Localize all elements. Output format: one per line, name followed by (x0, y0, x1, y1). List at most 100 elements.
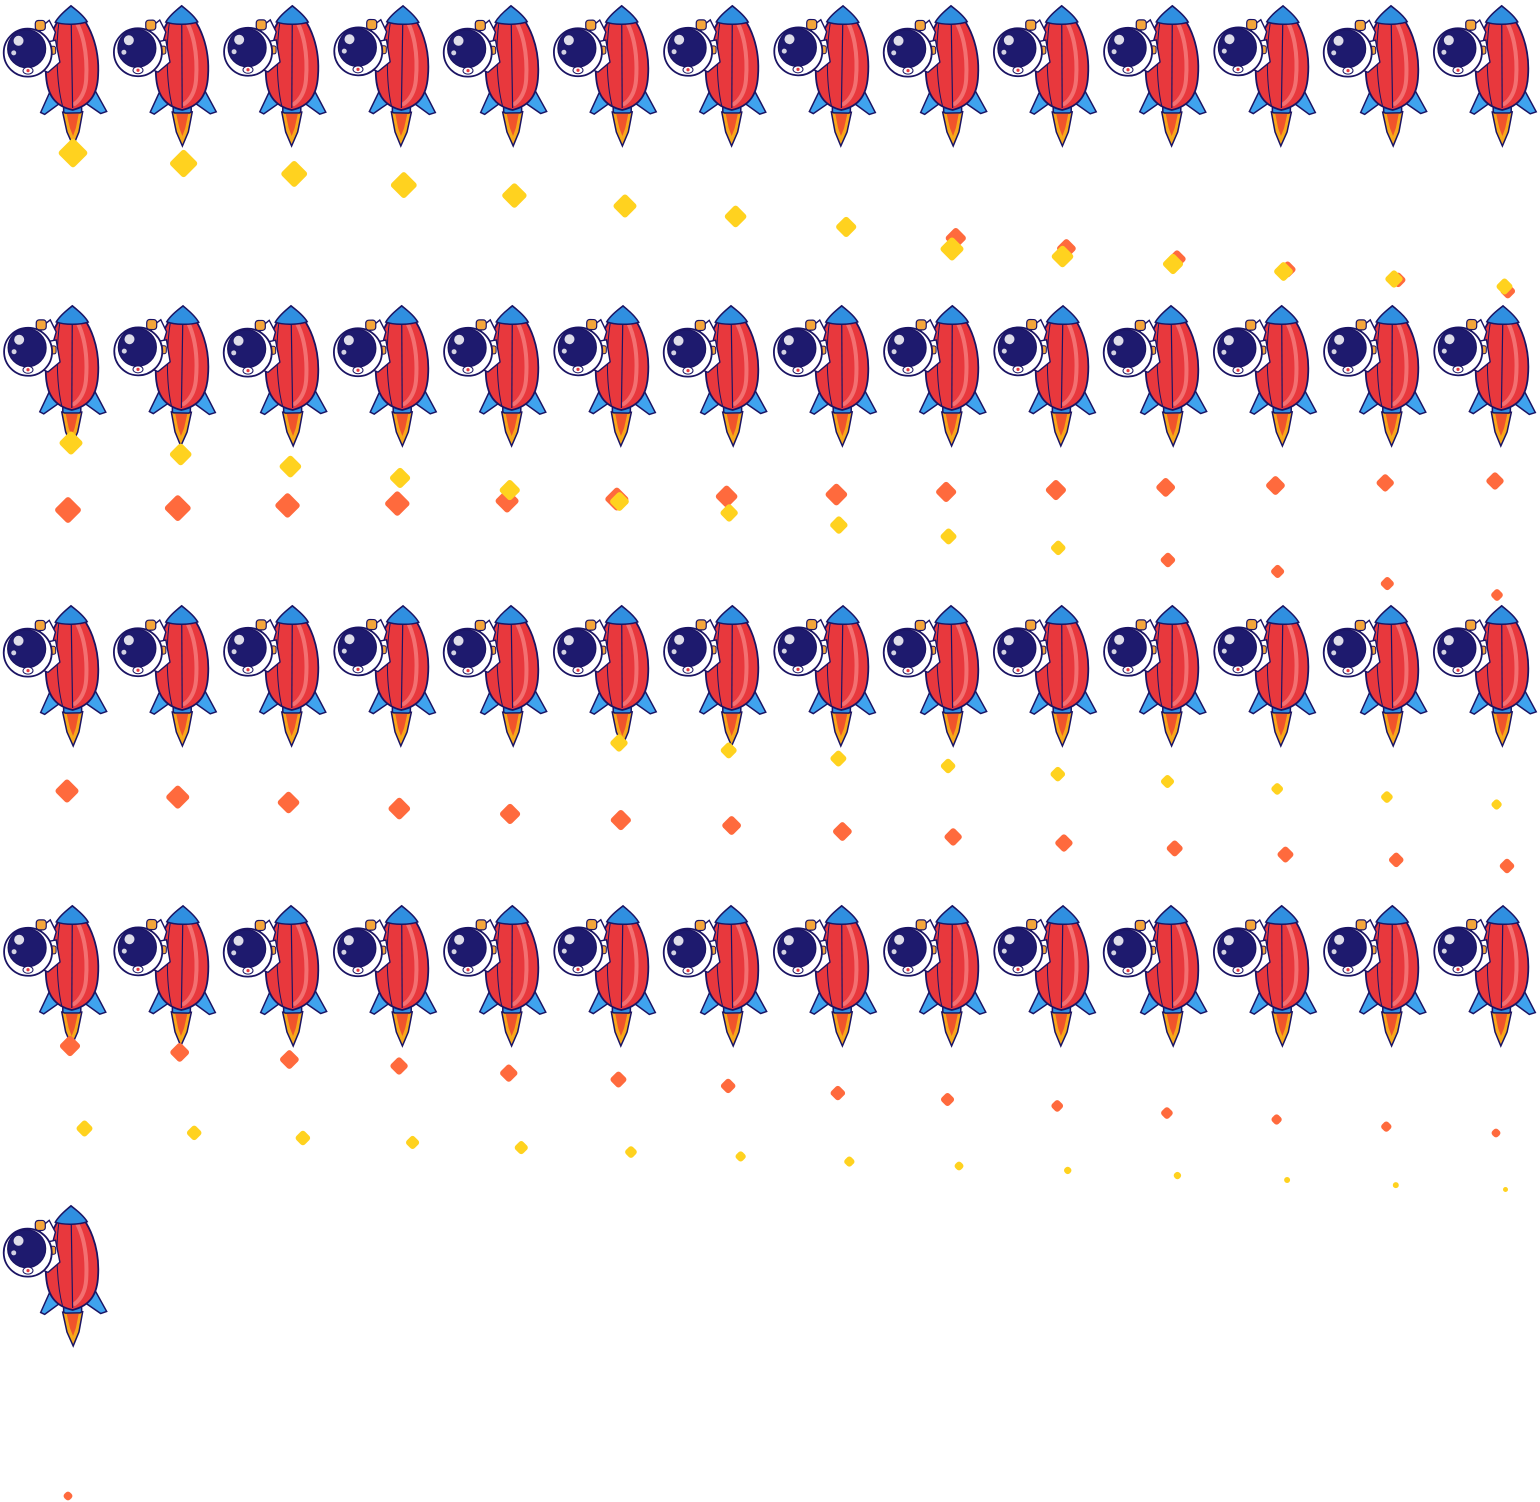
sprite-frame (1210, 0, 1320, 300)
rocket-nose (604, 605, 639, 625)
helmet-visor (887, 29, 927, 69)
helmet-visor (557, 28, 597, 68)
sprite-frame (110, 900, 220, 1200)
helmet-visor (887, 629, 927, 669)
rocket-nose (494, 5, 529, 25)
exhaust-spark (1490, 1127, 1502, 1139)
exhaust-spark (384, 490, 411, 517)
rocket-sprite (993, 604, 1098, 748)
exhaust-spark (612, 193, 638, 219)
sprite-frame (770, 600, 880, 900)
exhaust-spark (824, 482, 849, 507)
helmet-visor (777, 27, 817, 67)
exhaust-spark (1044, 478, 1068, 502)
exhaust-spark (719, 503, 740, 524)
exhaust-spark (389, 1056, 410, 1077)
rocket-sprite (223, 604, 327, 748)
helmet-visor (117, 28, 157, 68)
exhaust-spark (279, 159, 309, 189)
sprite-frame (1100, 300, 1210, 600)
sprite-frame (220, 900, 330, 1200)
exhaust-spark (939, 527, 958, 546)
helmet-visor (997, 927, 1037, 967)
rocket-sprite (333, 904, 438, 1048)
helmet-visor (1327, 629, 1367, 669)
helmet-visor (227, 929, 267, 969)
rocket-sprite (553, 4, 658, 148)
sprite-frame (1320, 900, 1430, 1200)
helmet-visor (227, 28, 267, 68)
exhaust-spark (1269, 563, 1286, 580)
exhaust-spark (390, 170, 419, 199)
exhaust-spark (1387, 851, 1406, 870)
sprite-frame (1100, 900, 1210, 1200)
sprite-frame (440, 600, 550, 900)
exhaust-spark (1501, 1185, 1509, 1194)
helmet-visor (557, 927, 597, 967)
helmet-visor (7, 928, 47, 968)
sprite-frame (660, 900, 770, 1200)
exhaust-spark (1159, 551, 1177, 569)
sprite-frame (440, 900, 550, 1200)
exhaust-spark (276, 790, 301, 815)
sprite-frame (1100, 600, 1210, 900)
rocket-sprite (1323, 304, 1427, 448)
exhaust-spark (934, 480, 958, 504)
sprite-frame (1100, 0, 1210, 300)
exhaust-spark (1276, 845, 1295, 864)
rocket-nose (824, 905, 859, 925)
helmet-visor (7, 1229, 47, 1269)
exhaust-spark (294, 1129, 312, 1147)
rocket-nose (715, 605, 750, 626)
exhaust-spark (165, 784, 191, 810)
rocket-nose (935, 905, 970, 926)
exhaust-spark (829, 749, 848, 768)
rocket-sprite (993, 304, 1097, 448)
helmet-visor (1107, 628, 1147, 668)
rocket-sprite (113, 304, 217, 448)
exhaust-spark (1159, 1105, 1174, 1120)
helmet-visor (1217, 328, 1257, 368)
rocket-sprite (223, 4, 327, 148)
sprite-frame (880, 0, 990, 300)
exhaust-spark (1379, 789, 1394, 804)
rocket-nose (1155, 605, 1190, 626)
exhaust-spark (1384, 269, 1404, 289)
helmet-visor (1107, 28, 1147, 68)
sprite-frame (770, 0, 880, 300)
rocket-sprite (1103, 604, 1207, 748)
exhaust-spark (388, 466, 412, 490)
sprite-frame (0, 300, 110, 600)
exhaust-spark (1392, 1180, 1400, 1189)
rocket-nose (384, 305, 419, 325)
rocket-nose (605, 305, 640, 326)
exhaust-spark (1270, 1113, 1284, 1127)
rocket-sprite (1102, 304, 1208, 448)
sprite-frame (990, 900, 1100, 1200)
exhaust-spark (733, 1150, 747, 1164)
exhaust-spark (829, 515, 849, 535)
helmet-visor (997, 28, 1037, 68)
helmet-visor (7, 328, 47, 368)
exhaust-spark (168, 148, 199, 179)
exhaust-spark (1154, 476, 1177, 499)
helmet-visor (337, 27, 377, 67)
helmet-visor (1217, 27, 1257, 67)
exhaust-spark (404, 1134, 421, 1151)
rocket-nose (1264, 905, 1299, 925)
sprite-frame (1430, 0, 1540, 300)
rocket-sprite (1322, 4, 1428, 148)
exhaust-spark (1049, 1098, 1065, 1114)
exhaust-spark (1498, 857, 1516, 875)
rocket-nose (1155, 5, 1190, 26)
helmet-visor (117, 927, 157, 967)
exhaust-spark (278, 1048, 300, 1070)
rocket-nose (1265, 5, 1300, 26)
rocket-sprite (1102, 904, 1208, 1048)
exhaust-spark (54, 778, 80, 804)
exhaust-spark (1375, 473, 1396, 494)
exhaust-spark (943, 827, 964, 848)
rocket-sprite (663, 604, 767, 748)
helmet-visor (117, 327, 157, 367)
sprite-frame (0, 0, 110, 300)
